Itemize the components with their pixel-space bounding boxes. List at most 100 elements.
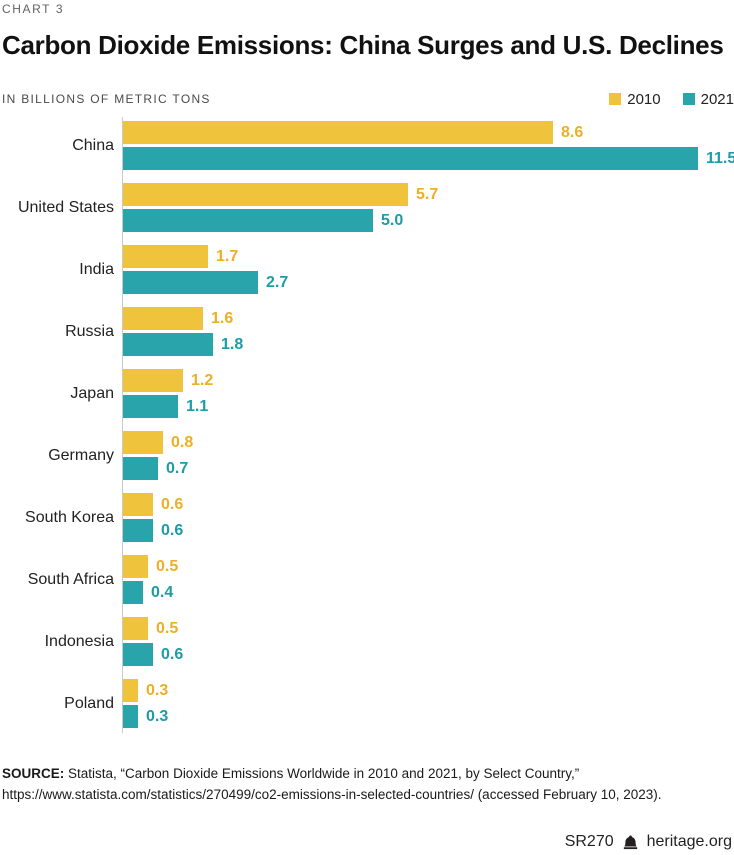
- country-label: Indonesia: [44, 632, 114, 650]
- subtitle-row: IN BILLIONS OF METRIC TONS 2010 2021: [2, 91, 734, 108]
- bar-line: 1.6: [123, 307, 734, 330]
- country-label: Japan: [70, 384, 114, 402]
- chart-row: Russia 1.6 1.8: [2, 307, 734, 356]
- source-text: Statista, “Carbon Dioxide Emissions Worl…: [2, 766, 662, 802]
- bar-line: 0.5: [123, 617, 734, 640]
- bar-group: 0.8 0.7: [123, 431, 734, 480]
- chart-row: South Africa 0.5 0.4: [2, 555, 734, 604]
- bar-group: 5.7 5.0: [123, 183, 734, 232]
- bar-chart: China 8.6 11.5 United States 5.7 5.0 India 1.7 2…: [2, 117, 734, 733]
- liberty-bell-icon: [622, 834, 639, 851]
- footer-branding: SR270 heritage.org: [565, 833, 732, 851]
- bar-value-2010: 8.6: [561, 123, 584, 141]
- bar-2010: [123, 245, 208, 268]
- bar-2021: [123, 395, 178, 418]
- source-note: SOURCE: Statista, “Carbon Dioxide Emissi…: [2, 763, 722, 805]
- chart-row: Germany 0.8 0.7: [2, 431, 734, 480]
- country-label: South Africa: [27, 570, 114, 588]
- bar-2010: [123, 555, 148, 578]
- bar-group: 1.7 2.7: [123, 245, 734, 294]
- legend-item-2021: 2021: [682, 90, 734, 108]
- chart-number-label: CHART 3: [2, 2, 65, 16]
- bar-value-2021: 0.6: [161, 645, 184, 663]
- chart-row: United States 5.7 5.0: [2, 183, 734, 232]
- bar-group: 1.2 1.1: [123, 369, 734, 418]
- report-id: SR270: [564, 833, 614, 850]
- bar-line: 0.3: [123, 705, 734, 728]
- bar-2021: [123, 457, 158, 480]
- country-label: India: [79, 260, 114, 278]
- y-axis-line: [122, 117, 123, 733]
- bar-group: 0.5 0.6: [123, 617, 734, 666]
- bar-group: 8.6 11.5: [123, 121, 734, 170]
- bar-value-2010: 0.5: [156, 557, 179, 575]
- bar-value-2021: 5.0: [381, 211, 404, 229]
- bar-line: 5.0: [123, 209, 734, 232]
- bar-value-2010: 1.2: [191, 371, 214, 389]
- bar-value-2010: 5.7: [416, 185, 439, 203]
- chart-row: India 1.7 2.7: [2, 245, 734, 294]
- bar-value-2021: 0.6: [161, 521, 184, 539]
- country-label: Russia: [65, 322, 114, 340]
- bar-2021: [123, 271, 258, 294]
- bar-value-2010: 0.6: [161, 495, 184, 513]
- bar-2021: [123, 209, 373, 232]
- country-label: Germany: [48, 446, 114, 464]
- bar-2021: [123, 333, 213, 356]
- bar-2010: [123, 369, 183, 392]
- bar-line: 2.7: [123, 271, 734, 294]
- bar-group: 0.5 0.4: [123, 555, 734, 604]
- bar-group: 0.3 0.3: [123, 679, 734, 728]
- bar-value-2021: 1.1: [186, 397, 209, 415]
- bar-line: 8.6: [123, 121, 734, 144]
- country-label: South Korea: [25, 508, 114, 526]
- bar-value-2010: 1.6: [211, 309, 234, 327]
- bar-line: 11.5: [123, 147, 734, 170]
- bar-line: 0.7: [123, 457, 734, 480]
- bar-line: 0.8: [123, 431, 734, 454]
- bar-line: 0.5: [123, 555, 734, 578]
- country-label: Poland: [64, 694, 114, 712]
- bar-line: 0.3: [123, 679, 734, 702]
- units-subtitle: IN BILLIONS OF METRIC TONS: [2, 92, 211, 106]
- bar-2010: [123, 431, 163, 454]
- bar-value-2021: 2.7: [266, 273, 289, 291]
- bar-line: 1.1: [123, 395, 734, 418]
- chart-legend: 2010 2021: [609, 91, 734, 108]
- page-title: Carbon Dioxide Emissions: China Surges a…: [2, 30, 724, 60]
- bar-line: 0.6: [123, 519, 734, 542]
- bar-line: 1.7: [123, 245, 734, 268]
- bar-2021: [123, 147, 698, 170]
- chart-row: Poland 0.3 0.3: [2, 679, 734, 728]
- legend-item-2010: 2010: [609, 90, 661, 108]
- bar-line: 0.4: [123, 581, 734, 604]
- bar-2021: [123, 581, 143, 604]
- bar-value-2010: 0.5: [156, 619, 179, 637]
- site-name: heritage.org: [646, 833, 732, 850]
- bar-value-2021: 1.8: [221, 335, 244, 353]
- chart-row: Indonesia 0.5 0.6: [2, 617, 734, 666]
- country-label: United States: [17, 198, 114, 216]
- bar-2010: [123, 121, 553, 144]
- chart-row: China 8.6 11.5: [2, 121, 734, 170]
- bar-2021: [123, 705, 138, 728]
- country-label: China: [72, 136, 114, 154]
- bar-2010: [123, 679, 138, 702]
- source-label: SOURCE:: [2, 766, 65, 781]
- bar-value-2010: 0.8: [171, 433, 194, 451]
- chart-rows: China 8.6 11.5 United States 5.7 5.0 India 1.7 2…: [2, 121, 734, 728]
- legend-label-2021: 2021: [700, 90, 734, 108]
- bar-value-2010: 0.3: [146, 681, 169, 699]
- legend-label-2010: 2010: [627, 90, 661, 108]
- bar-2010: [123, 183, 408, 206]
- bar-value-2021: 0.4: [151, 583, 174, 601]
- bar-value-2021: 0.7: [166, 459, 189, 477]
- bar-2010: [123, 307, 203, 330]
- bar-2010: [123, 617, 148, 640]
- bar-group: 0.6 0.6: [123, 493, 734, 542]
- bar-group: 1.6 1.8: [123, 307, 734, 356]
- bar-line: 1.2: [123, 369, 734, 392]
- bar-value-2021: 0.3: [146, 707, 169, 725]
- bar-value-2021: 11.5: [706, 149, 734, 167]
